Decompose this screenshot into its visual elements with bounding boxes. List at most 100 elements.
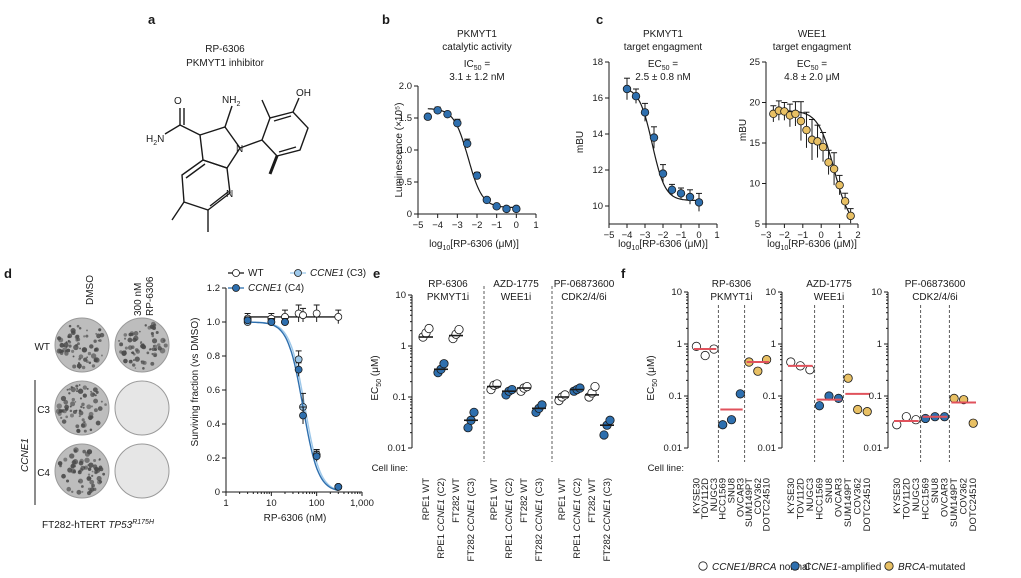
chart-f-point — [718, 420, 728, 430]
image-caption: FT282-hTERT TP53R175H — [42, 519, 155, 531]
chart-f-cell-line: KYSE30 — [892, 478, 903, 514]
chart-e-ytick-label: 0.01 — [388, 443, 407, 454]
chart-f-group-name: AZD-1775 — [806, 279, 852, 290]
chart-d-ytick-label: 0.2 — [207, 453, 220, 464]
colony-dot — [62, 347, 68, 353]
colony-dot — [142, 360, 147, 365]
chart-e-ylabel: EC50 (μM) — [370, 355, 383, 400]
colony-dot — [96, 476, 102, 482]
colony-dot — [90, 405, 94, 408]
colony-dot — [69, 453, 75, 459]
colony-dot — [96, 333, 101, 339]
colony-dot — [87, 491, 92, 496]
chart-b-title-line2: catalytic activity — [442, 42, 511, 53]
colony-dot — [76, 489, 82, 495]
colony-dot — [76, 387, 79, 390]
chart-f-cell-line: KYSE30 — [786, 478, 797, 514]
chart-c1-ytick-label: 12 — [592, 165, 603, 176]
chart-f-cell-line: SUM149PT — [843, 478, 854, 527]
colony-dot — [86, 404, 92, 410]
chart-c2-point — [780, 107, 789, 116]
chart-e-point — [575, 383, 585, 393]
chart-f-ytick-label: 0.1 — [869, 391, 882, 402]
colony-dot — [134, 367, 137, 369]
chart-d-legend-label: WT — [248, 268, 264, 279]
colony-dot — [88, 462, 94, 468]
atom-n-pyrrole: N — [236, 144, 243, 155]
chart-f-point — [911, 415, 921, 425]
chart-c1-point — [676, 189, 686, 198]
colony-dot — [93, 339, 97, 343]
image-col-dmso: DMSO — [85, 275, 96, 305]
colony-dot — [93, 358, 98, 363]
colony-dot — [71, 349, 75, 353]
chart-c2-xtick-label: −3 — [761, 230, 772, 241]
chart-d-point — [299, 411, 307, 420]
colony-dot — [68, 388, 71, 391]
colony-dot — [79, 397, 83, 400]
chart-b-xtick-label: −4 — [432, 220, 443, 231]
chart-c1-ytick-label: 14 — [592, 129, 603, 140]
chart-f-ytick-label: 0.01 — [758, 443, 777, 454]
chart-b-point — [512, 204, 521, 214]
colony-dot — [72, 459, 79, 465]
chart-c2-ytick-label: 10 — [749, 179, 760, 190]
colony-dot — [73, 449, 77, 452]
colony-dot — [76, 363, 82, 369]
chart-e-point — [599, 430, 609, 440]
colony-dot — [147, 325, 152, 330]
panel-a: a RP-6306 PKMYT1 inhibitor — [146, 12, 311, 232]
chart-d-point — [299, 311, 307, 320]
chart-f-point — [901, 412, 911, 422]
chart-f-cell-line: HCC1569 — [920, 478, 931, 520]
colony-dot — [100, 400, 103, 403]
colony-dot — [78, 357, 82, 361]
colony-dot — [80, 485, 84, 488]
colony-dot — [64, 407, 69, 411]
chart-c1-point — [649, 133, 659, 142]
chart-b-point — [443, 109, 452, 119]
chart-d-legend-label: CCNE1 (C3) — [310, 268, 366, 279]
colony-dot — [71, 490, 74, 493]
colony-dot — [93, 459, 97, 463]
colony-dot — [56, 403, 62, 409]
chart-b-ytick-label: 0.5 — [399, 177, 412, 188]
chart-b-point — [482, 195, 492, 205]
chart-e-group-target: CDK2/4/6i — [561, 292, 607, 303]
colony-dot — [87, 473, 91, 476]
chart-e-point — [590, 381, 600, 392]
chart-d-series-line — [247, 321, 339, 491]
chart-b-ytick-label: 2.0 — [399, 81, 412, 92]
colony-dot — [75, 338, 79, 342]
colony-dot — [61, 419, 67, 424]
chemical-structure — [164, 97, 309, 232]
chart-f-cell-line: NUGC3 — [911, 478, 922, 511]
colony-dot — [67, 335, 70, 338]
chart-b-annotation-label: IC50 = — [464, 59, 491, 72]
chart-f-ytick-label: 10 — [671, 287, 682, 298]
colony-dot — [78, 478, 84, 484]
chart-c1-point — [658, 169, 668, 178]
chart-c1-ytick-label: 18 — [592, 57, 603, 68]
colony-dot — [99, 480, 103, 484]
chart-f-ytick-label: 10 — [765, 287, 776, 298]
chart-f-legend-marker — [790, 561, 800, 571]
panel-letter-d: d — [4, 266, 12, 281]
chart-f-ylabel: EC50 (μM) — [646, 355, 659, 400]
chart-d-point — [243, 316, 252, 325]
colony-dot — [98, 339, 102, 342]
colony-dot — [66, 486, 72, 492]
chart-e-group-name: RP-6306 — [428, 279, 468, 290]
colony-dot — [83, 348, 86, 351]
colony-dot — [75, 424, 80, 429]
colony-dot — [94, 471, 97, 474]
colony-dot — [124, 337, 127, 340]
atom-nh2: NH2 — [222, 95, 240, 108]
colony-dot — [82, 406, 85, 409]
chart-f-cell-line: SUM149PT — [949, 478, 960, 527]
colony-dot — [57, 461, 63, 466]
colony-dot — [149, 348, 152, 351]
chart-f-point — [853, 404, 863, 415]
chart-c2-ytick-label: 20 — [749, 98, 760, 109]
